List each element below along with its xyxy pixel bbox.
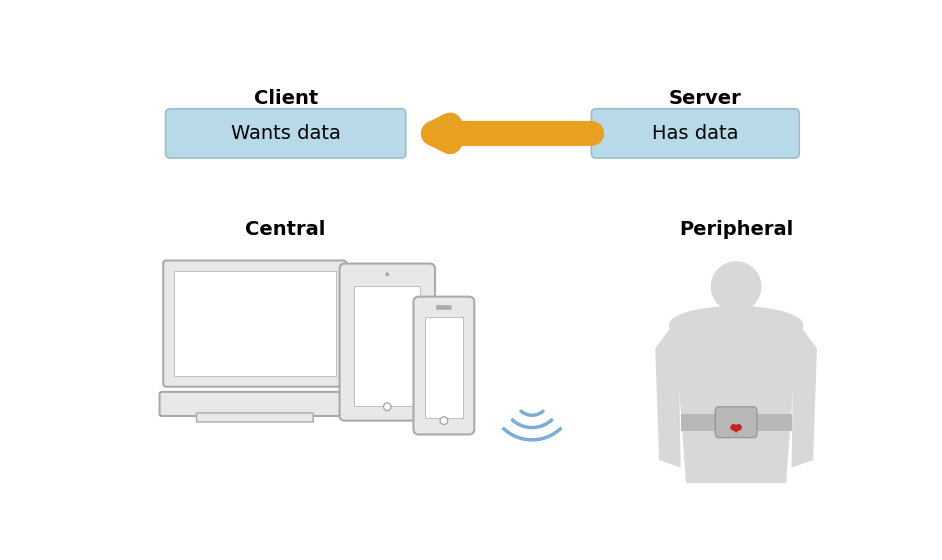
- Polygon shape: [791, 318, 817, 468]
- Bar: [725, 306, 747, 325]
- FancyBboxPatch shape: [163, 260, 347, 387]
- Circle shape: [385, 272, 389, 276]
- FancyBboxPatch shape: [715, 407, 756, 437]
- Bar: [174, 271, 335, 376]
- FancyBboxPatch shape: [592, 109, 799, 158]
- Circle shape: [735, 424, 742, 431]
- FancyBboxPatch shape: [414, 297, 475, 435]
- Text: Central: Central: [246, 220, 326, 239]
- Text: Wants data: Wants data: [231, 124, 341, 143]
- Circle shape: [440, 417, 447, 424]
- Polygon shape: [731, 427, 741, 433]
- Bar: [425, 318, 463, 418]
- FancyBboxPatch shape: [197, 413, 313, 422]
- Ellipse shape: [669, 306, 804, 344]
- Polygon shape: [656, 318, 681, 468]
- Circle shape: [710, 261, 761, 312]
- Text: Server: Server: [669, 88, 741, 108]
- Circle shape: [730, 424, 738, 431]
- FancyBboxPatch shape: [339, 264, 435, 421]
- Text: Peripheral: Peripheral: [679, 220, 793, 239]
- Text: Has data: Has data: [652, 124, 739, 143]
- Bar: [354, 286, 420, 406]
- FancyBboxPatch shape: [159, 392, 350, 416]
- Circle shape: [383, 403, 391, 410]
- FancyBboxPatch shape: [166, 109, 406, 158]
- Text: Client: Client: [253, 88, 317, 108]
- Polygon shape: [674, 325, 798, 483]
- FancyBboxPatch shape: [436, 305, 451, 310]
- Bar: [681, 414, 791, 431]
